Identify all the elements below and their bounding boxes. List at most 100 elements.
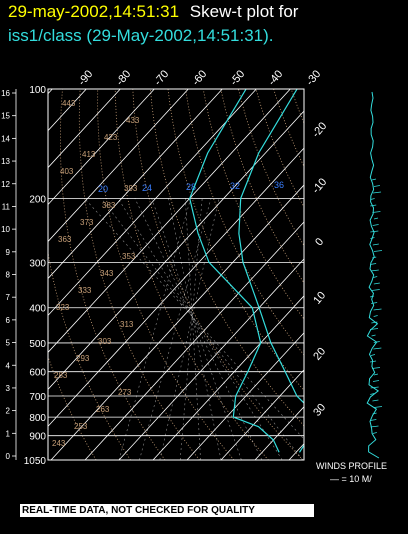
isotherm-label: -20 [310, 120, 329, 140]
pressure-tick-label: 1050 [24, 456, 47, 467]
isotherm-label: -10 [310, 176, 329, 196]
wind-barb [373, 315, 378, 317]
isotherm-line [48, 89, 189, 243]
wind-barb [372, 191, 382, 194]
temperature-line [238, 89, 304, 453]
chart-title: 29-may-2002,14:51:31 Skew-t plot for [8, 2, 298, 22]
height-tick-label: 0 [6, 452, 11, 461]
winds-profile-trace [366, 91, 380, 459]
moist-adiabat [159, 198, 220, 460]
dry-adiabat [132, 89, 304, 460]
dewpoint-line [189, 89, 280, 453]
plot-frame [47, 88, 305, 461]
winds-profile-label: WINDS PROFILE [316, 461, 388, 471]
isotherm-line [220, 369, 304, 460]
wind-barb [371, 302, 378, 304]
wind-barb [370, 204, 377, 207]
isotherm-label: -90 [76, 68, 95, 88]
wind-barb [373, 276, 378, 278]
pressure-tick-label: 900 [29, 432, 46, 443]
isotherm-line [152, 295, 304, 460]
pressure-tick-label: 700 [29, 392, 46, 403]
isotherm-line [48, 89, 223, 280]
wind-barb [372, 243, 379, 246]
moist-adiabat [134, 198, 263, 460]
height-tick-label: 14 [1, 134, 10, 143]
dry-adiabat [60, 89, 166, 460]
wind-barb [373, 282, 380, 285]
isotherm-label: 30 [311, 402, 328, 419]
dry-adiabat [344, 89, 408, 460]
mixing-ratio-label: 36 [274, 180, 284, 190]
height-tick-label: 9 [6, 248, 11, 257]
adiabat-label: 343 [100, 269, 114, 278]
isotherm-label: -80 [114, 68, 133, 88]
dry-adiabat [220, 89, 304, 284]
mixing-ratio-label: 28 [186, 182, 196, 192]
dry-adiabat [309, 89, 408, 460]
isotherm-label: -40 [266, 68, 285, 88]
adiabat-label: 303 [98, 337, 112, 346]
adiabat-label: 363 [58, 235, 72, 244]
adiabat-label: 323 [56, 303, 70, 312]
pressure-tick-label: 300 [29, 258, 46, 269]
adiabat-label: 313 [120, 320, 134, 329]
isotherm-line [48, 89, 121, 169]
isotherm-label: -70 [152, 68, 171, 88]
height-tick-label: 7 [6, 293, 11, 302]
wind-barb [370, 354, 376, 356]
moist-adiabat [117, 198, 283, 460]
dry-adiabat [150, 89, 304, 427]
adiabat-label: 253 [74, 422, 88, 431]
isotherm-line [186, 332, 304, 460]
pressure-tick-label: 600 [29, 368, 46, 379]
source-label: iss1/class (29-May-2002,14:51:31). [8, 26, 274, 45]
height-tick-label: 11 [2, 202, 11, 211]
dry-adiabat [114, 89, 269, 460]
dry-adiabat [202, 89, 304, 320]
isotherm-line [84, 221, 304, 460]
dry-adiabat [48, 355, 97, 460]
adiabat-label: 243 [52, 439, 66, 448]
wind-barb [369, 328, 379, 330]
dry-adiabat [255, 89, 304, 208]
isotherm-line [48, 89, 257, 317]
wind-barb [372, 380, 380, 382]
adiabat-label: 423 [104, 133, 118, 142]
dry-adiabat [238, 89, 304, 247]
adiabat-label: 433 [126, 116, 140, 125]
wind-barb [372, 412, 377, 415]
isotherm-label: -30 [304, 68, 323, 88]
adiabat-label: 403 [60, 167, 74, 176]
height-tick-label: 3 [6, 384, 11, 393]
isotherm-line [323, 89, 408, 460]
height-tick-label: 16 [1, 89, 10, 98]
isotherm-label: 20 [311, 346, 328, 363]
height-tick-label: 10 [1, 225, 10, 234]
height-tick-label: 12 [1, 180, 10, 189]
mixing-ratio-label: 20 [98, 184, 108, 194]
wind-barb [371, 321, 378, 324]
winds-scale-label: — = 10 M/ [330, 474, 372, 484]
moist-adiabat [151, 198, 242, 460]
adiabat-label: 273 [118, 388, 132, 397]
adiabat-label: 293 [76, 354, 90, 363]
wind-barb [373, 217, 379, 220]
adiabat-label: 353 [122, 252, 136, 261]
dry-adiabat [48, 249, 131, 460]
moist-adiabat [168, 198, 222, 460]
wind-barb [370, 198, 375, 200]
isotherm-label: -50 [228, 68, 247, 88]
adiabat-label: 443 [62, 99, 76, 108]
pressure-tick-label: 800 [29, 413, 46, 424]
wind-barb [370, 269, 379, 272]
plot-area: 243 253 263 273 283 293 303 313 323 333 343 353 363 3… [48, 89, 408, 460]
timestamp-label: 29-may-2002,14:51:31 [8, 2, 180, 21]
wind-barb [370, 386, 379, 389]
pressure-tick-label: 200 [29, 194, 46, 205]
wind-barb [371, 334, 376, 337]
dry-adiabat [290, 89, 304, 125]
wind-barb [370, 230, 379, 233]
plot-label: Skew-t plot for [189, 2, 299, 21]
wind-barb [370, 393, 375, 395]
